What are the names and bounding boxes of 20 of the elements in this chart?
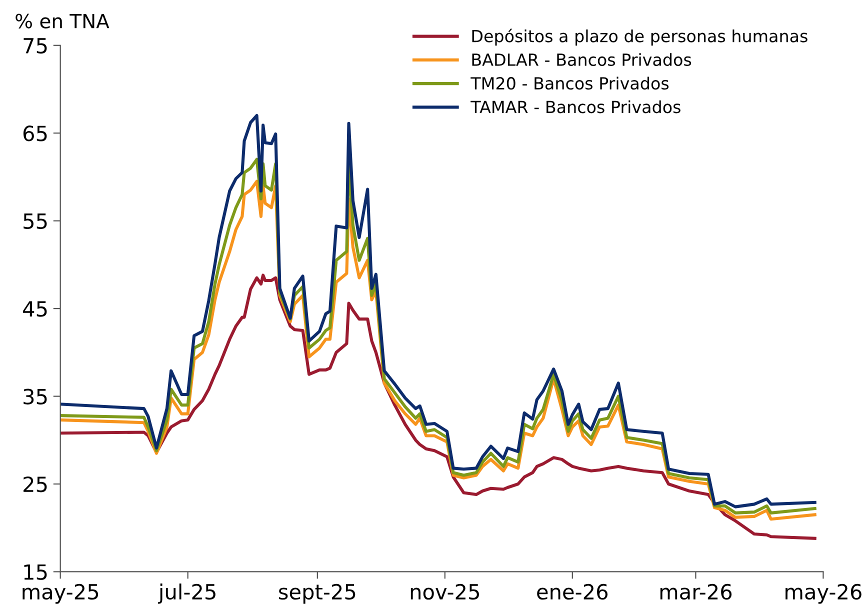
y-tick-label: 15	[24, 564, 47, 580]
x-tick-label: may-26	[786, 584, 862, 604]
x-tick-label: mar-26	[660, 584, 732, 600]
y-axis-title: % en TNA	[16, 14, 110, 28]
y-tick-label: 55	[24, 214, 47, 230]
legend-label: Depósitos a plazo de personas humanas	[472, 28, 808, 46]
y-tick-label: 75	[24, 38, 47, 54]
y-tick-label: 65	[23, 126, 47, 142]
y-tick-label: 25	[24, 476, 47, 492]
legend-label: TAMAR - Bancos Privados	[470, 100, 680, 114]
legend-label: TM20 - Bancos Privados	[470, 76, 669, 90]
line-series	[60, 274, 816, 540]
y-tick-label: 35	[24, 388, 47, 404]
y-tick-label: 45	[23, 301, 47, 317]
x-tick-label: sept-25	[279, 584, 356, 604]
legend-label: BADLAR - Bancos Privados	[472, 53, 692, 66]
x-tick-label: may-25	[22, 584, 98, 604]
x-tick-label: ene-26	[537, 584, 608, 600]
x-tick-label: jul-25	[158, 584, 216, 604]
x-tick-label: nov-25	[410, 584, 479, 600]
